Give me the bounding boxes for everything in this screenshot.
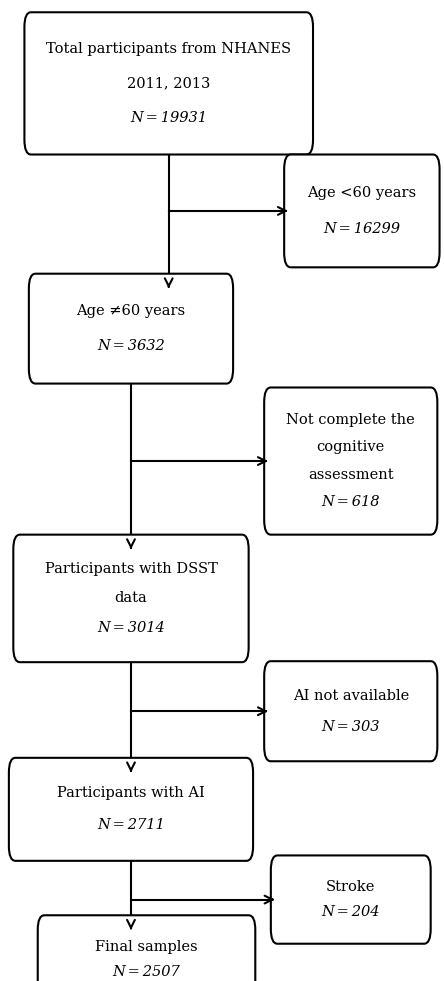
FancyBboxPatch shape [9,757,253,861]
Text: assessment: assessment [308,468,393,482]
Text: Age <60 years: Age <60 years [307,185,416,200]
Text: N = 204: N = 204 [321,905,380,919]
Text: Stroke: Stroke [326,880,376,894]
Text: N = 618: N = 618 [321,495,380,509]
Text: N = 19931: N = 19931 [130,111,207,125]
Text: N = 3632: N = 3632 [97,339,165,353]
Text: Total participants from NHANES: Total participants from NHANES [46,42,291,56]
Text: AI not available: AI not available [293,689,409,702]
FancyBboxPatch shape [38,915,255,981]
Text: cognitive: cognitive [317,440,385,454]
Text: N = 16299: N = 16299 [323,222,400,236]
Text: Not complete the: Not complete the [286,413,415,427]
FancyBboxPatch shape [24,12,313,154]
Text: N = 2507: N = 2507 [113,965,180,979]
Text: Age ≠60 years: Age ≠60 years [76,304,186,318]
Text: Participants with AI: Participants with AI [57,787,205,800]
Text: N = 3014: N = 3014 [97,621,165,635]
FancyBboxPatch shape [264,661,437,761]
FancyBboxPatch shape [284,154,440,267]
FancyBboxPatch shape [13,535,249,662]
Text: 2011, 2013: 2011, 2013 [127,77,210,90]
Text: N = 2711: N = 2711 [97,818,165,832]
Text: Participants with DSST: Participants with DSST [44,562,218,576]
FancyBboxPatch shape [271,855,431,944]
Text: Final samples: Final samples [95,940,198,954]
Text: data: data [115,592,147,605]
FancyBboxPatch shape [264,387,437,535]
FancyBboxPatch shape [29,274,233,384]
Text: N = 303: N = 303 [321,720,380,734]
